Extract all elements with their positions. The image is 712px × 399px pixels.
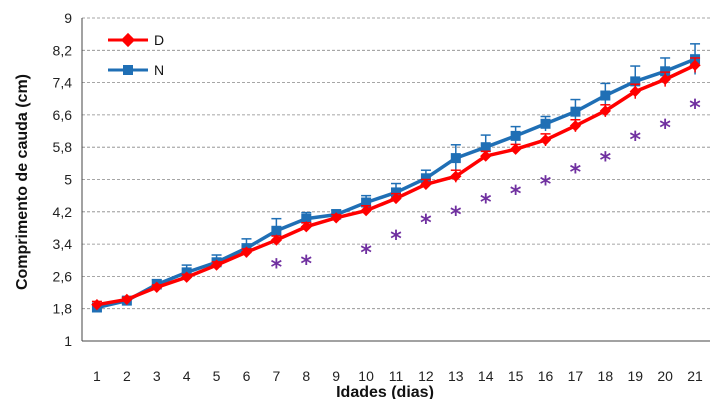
data-point [450,153,461,164]
data-point [480,150,492,162]
data-point [361,197,372,208]
x-tick-label: 7 [272,368,280,384]
data-point [540,118,551,129]
data-point [660,66,671,77]
significance-asterisk: * [659,116,671,141]
data-point [271,225,282,236]
y-axis-title: Comprimento de cauda (cm) [14,74,31,290]
x-tick-label: 1 [93,368,101,384]
x-tick-label: 14 [478,368,494,384]
data-point [360,204,372,217]
y-tick-label: 8,2 [53,42,73,58]
y-tick-label: 1,8 [53,301,73,317]
data-point [480,142,491,153]
significance-asterisk: * [600,148,612,173]
legend: D N [108,32,164,78]
x-tick-label: 15 [508,368,524,384]
data-point [569,120,582,132]
data-point [390,192,402,205]
x-tick-label: 16 [538,368,554,384]
significance-asterisk: * [570,160,582,185]
data-point [570,106,581,117]
significance-asterisk: * [450,203,462,228]
grid-lines [82,17,710,310]
x-tick-labels: 1 2 3 4 5 6 7 8 9 10 11 12 13 14 15 16 17 18 19 20 21 [93,368,703,384]
y-tick-label: 9 [64,10,72,26]
x-tick-label: 17 [568,368,584,384]
data-point [391,187,401,198]
y-tick-label: 5,8 [53,139,73,155]
y-tick-label: 7,4 [53,75,73,91]
significance-asterisk: * [689,96,701,121]
y-tick-label: 4,2 [53,204,73,220]
data-point [600,90,611,101]
data-point [210,259,223,271]
x-tick-label: 10 [358,368,374,384]
x-tick-label: 9 [332,368,340,384]
x-tick-label: 18 [598,368,614,384]
significance-asterisk: * [360,241,372,266]
data-point [420,173,431,184]
legend-label-n: N [154,62,164,78]
series-n [91,43,701,313]
legend-label-d: D [154,32,164,48]
significance-asterisk: * [629,128,641,153]
y-tick-label: 5 [64,172,72,188]
data-point [630,76,641,87]
data-point [151,281,163,293]
significance-asterisk: * [420,211,432,236]
significance-asterisk: * [301,252,313,277]
data-point [300,221,312,233]
x-tick-label: 12 [418,368,434,384]
y-tick-labels: 1 1,8 2,6 3,4 4,2 5 5,8 6,6 7,4 8,2 9 [53,10,73,349]
significance-asterisk: * [271,255,283,280]
legend-marker-n [123,65,133,75]
x-tick-label: 2 [123,368,131,384]
data-point [420,178,432,191]
x-tick-label: 4 [183,368,191,384]
significance-asterisk: * [480,191,492,216]
data-point [301,213,312,224]
data-point [330,212,342,224]
data-point [181,271,193,283]
x-tick-label: 8 [302,368,310,384]
y-tick-label: 3,4 [53,236,73,252]
significance-asterisk: * [510,182,522,207]
x-axis-title: Idades (dias) [336,384,434,399]
data-point [450,170,462,182]
y-tick-label: 1 [64,333,72,349]
x-tick-label: 20 [657,368,673,384]
x-tick-label: 19 [627,368,643,384]
x-tick-label: 5 [213,368,221,384]
x-tick-label: 6 [243,368,251,384]
significance-markers: * * * * * * * * * * * * * * [271,96,702,280]
x-tick-label: 13 [448,368,464,384]
x-tick-label: 3 [153,368,161,384]
axes [81,18,710,342]
legend-marker-d [120,32,136,48]
data-point [510,130,521,141]
series-d [91,57,701,311]
data-point [509,143,522,155]
y-tick-label: 2,6 [53,268,73,284]
x-tick-label: 11 [389,368,404,384]
significance-asterisk: * [540,173,552,198]
significance-asterisk: * [390,227,402,252]
y-tick-label: 6,6 [53,107,73,123]
data-point [539,134,552,146]
x-tick-label: 21 [687,368,703,384]
series-group [91,43,701,313]
data-point [270,234,283,246]
